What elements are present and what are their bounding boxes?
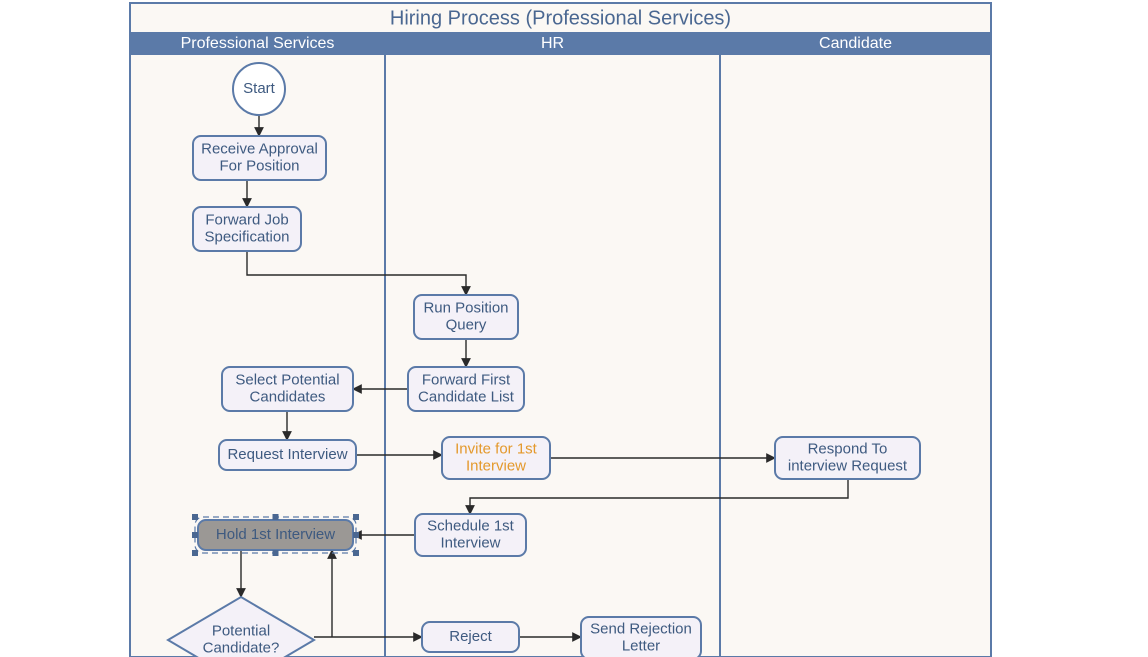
node-label-reject: Reject — [449, 628, 492, 645]
selection-handle[interactable] — [273, 550, 279, 556]
node-label-selcand: Select PotentialCandidates — [235, 371, 339, 405]
node-label-fwdlist: Forward FirstCandidate List — [418, 371, 515, 405]
node-label-hold: Hold 1st Interview — [216, 526, 335, 543]
selection-handle[interactable] — [192, 514, 198, 520]
node-label-potq: PotentialCandidate? — [203, 622, 280, 656]
selection-handle[interactable] — [192, 532, 198, 538]
node-label-reqint: Request Interview — [227, 446, 347, 463]
selection-handle[interactable] — [353, 550, 359, 556]
node-label-start: Start — [243, 80, 276, 97]
diagram-stage: Hiring Process (Professional Services) Pr… — [0, 0, 1148, 657]
node-label-invite: Invite for 1stInterview — [455, 440, 538, 474]
pool-title: Hiring Process (Professional Services) — [390, 7, 731, 29]
selection-handle[interactable] — [353, 532, 359, 538]
lane-header-ps: Professional Services — [181, 35, 335, 52]
lane-header-hr: HR — [541, 35, 564, 52]
selection-handle[interactable] — [273, 514, 279, 520]
selection-handle[interactable] — [353, 514, 359, 520]
node-label-fwdjob: Forward JobSpecification — [204, 211, 289, 245]
flowchart-svg: Hiring Process (Professional Services) Pr… — [0, 0, 1148, 657]
lane-header-cand: Candidate — [819, 35, 892, 52]
selection-handle[interactable] — [192, 550, 198, 556]
